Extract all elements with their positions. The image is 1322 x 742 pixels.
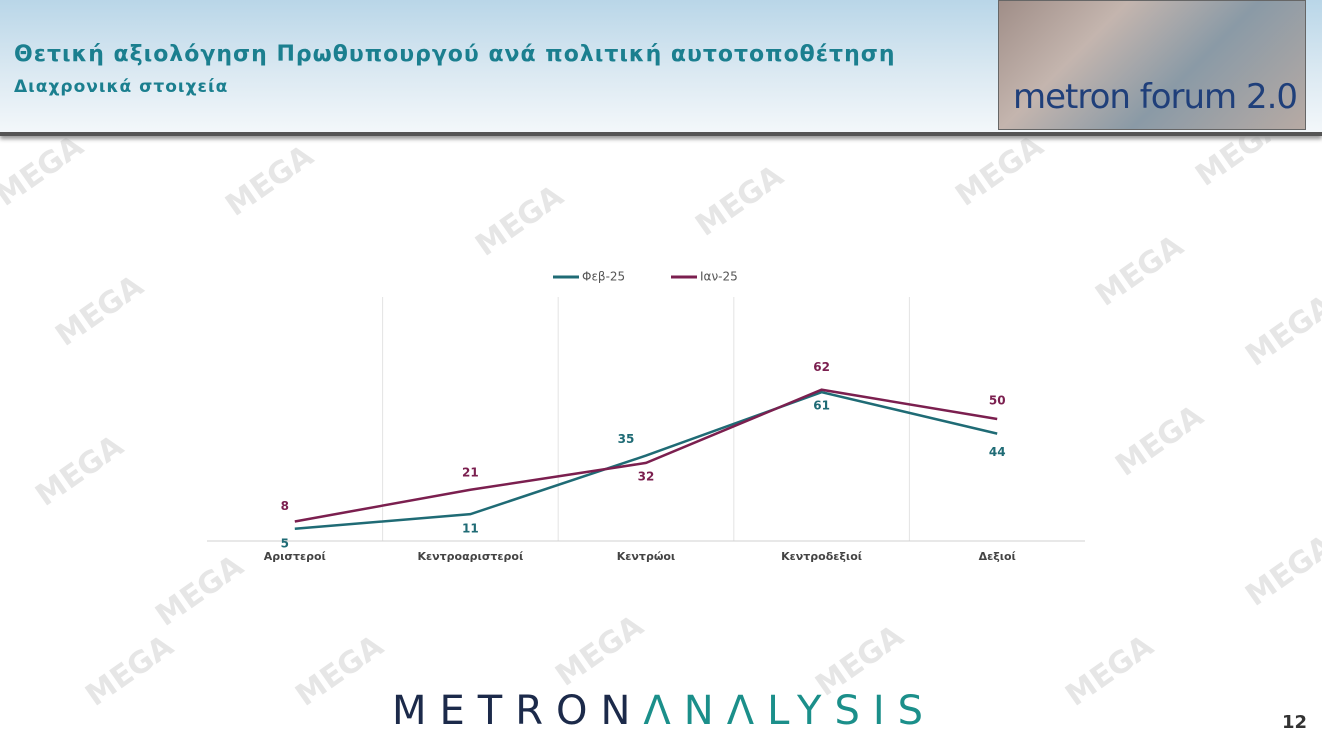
data-label: 35 [618,432,635,446]
x-tick-label: Κεντρώοι [617,550,675,563]
header: Θετική αξιολόγηση Πρωθυπουργού ανά πολιτ… [0,0,1322,136]
logo-text: metron forum 2.0 [1013,77,1298,117]
page-number: 12 [1282,712,1308,733]
watermark: MEGA [219,138,320,223]
watermark: MEGA [29,428,130,513]
x-tick-label: Αριστεροί [264,550,326,563]
x-tick-label: Δεξιοί [979,550,1016,563]
watermark: MEGA [0,128,91,213]
series-line [294,390,998,531]
legend-label: Φεβ-25 [582,270,625,284]
subtitle: Διαχρονικά στοιχεία [14,77,229,97]
title: Θετική αξιολόγηση Πρωθυπουργού ανά πολιτ… [14,42,896,67]
data-label: 44 [989,445,1006,459]
data-label: 21 [462,465,479,479]
plot-area [207,297,1085,541]
brand: METRONΛNΛLYSIS [392,688,936,734]
brand-b: ΛNΛLYSIS [643,688,937,734]
x-tick-label: Κεντροδεξιοί [781,550,862,563]
watermark: MEGA [1109,398,1210,483]
watermark: MEGA [1239,528,1322,613]
data-label: 62 [813,360,830,374]
watermark: MEGA [1239,288,1322,373]
data-label: 5 [281,536,289,550]
data-label: 50 [989,394,1006,408]
watermark: MEGA [79,628,180,713]
data-label: 11 [462,522,479,536]
data-label: 32 [638,469,655,483]
logo: metron forum 2.0 [998,0,1306,130]
watermark: MEGA [469,178,570,263]
x-tick-label: Κεντροαριστεροί [418,550,524,563]
watermark: MEGA [689,158,790,243]
data-label: 8 [281,499,289,513]
watermark: MEGA [149,548,250,633]
legend-label: Ιαν-25 [700,270,738,284]
watermark: MEGA [549,608,650,693]
series-line [294,388,998,523]
watermark: MEGA [49,268,150,353]
watermark: MEGA [949,128,1050,213]
watermark: MEGA [289,628,390,713]
brand-a: METRON [392,688,644,734]
watermark: MEGA [1089,228,1190,313]
data-label: 61 [813,399,830,413]
watermark: MEGA [1059,628,1160,713]
